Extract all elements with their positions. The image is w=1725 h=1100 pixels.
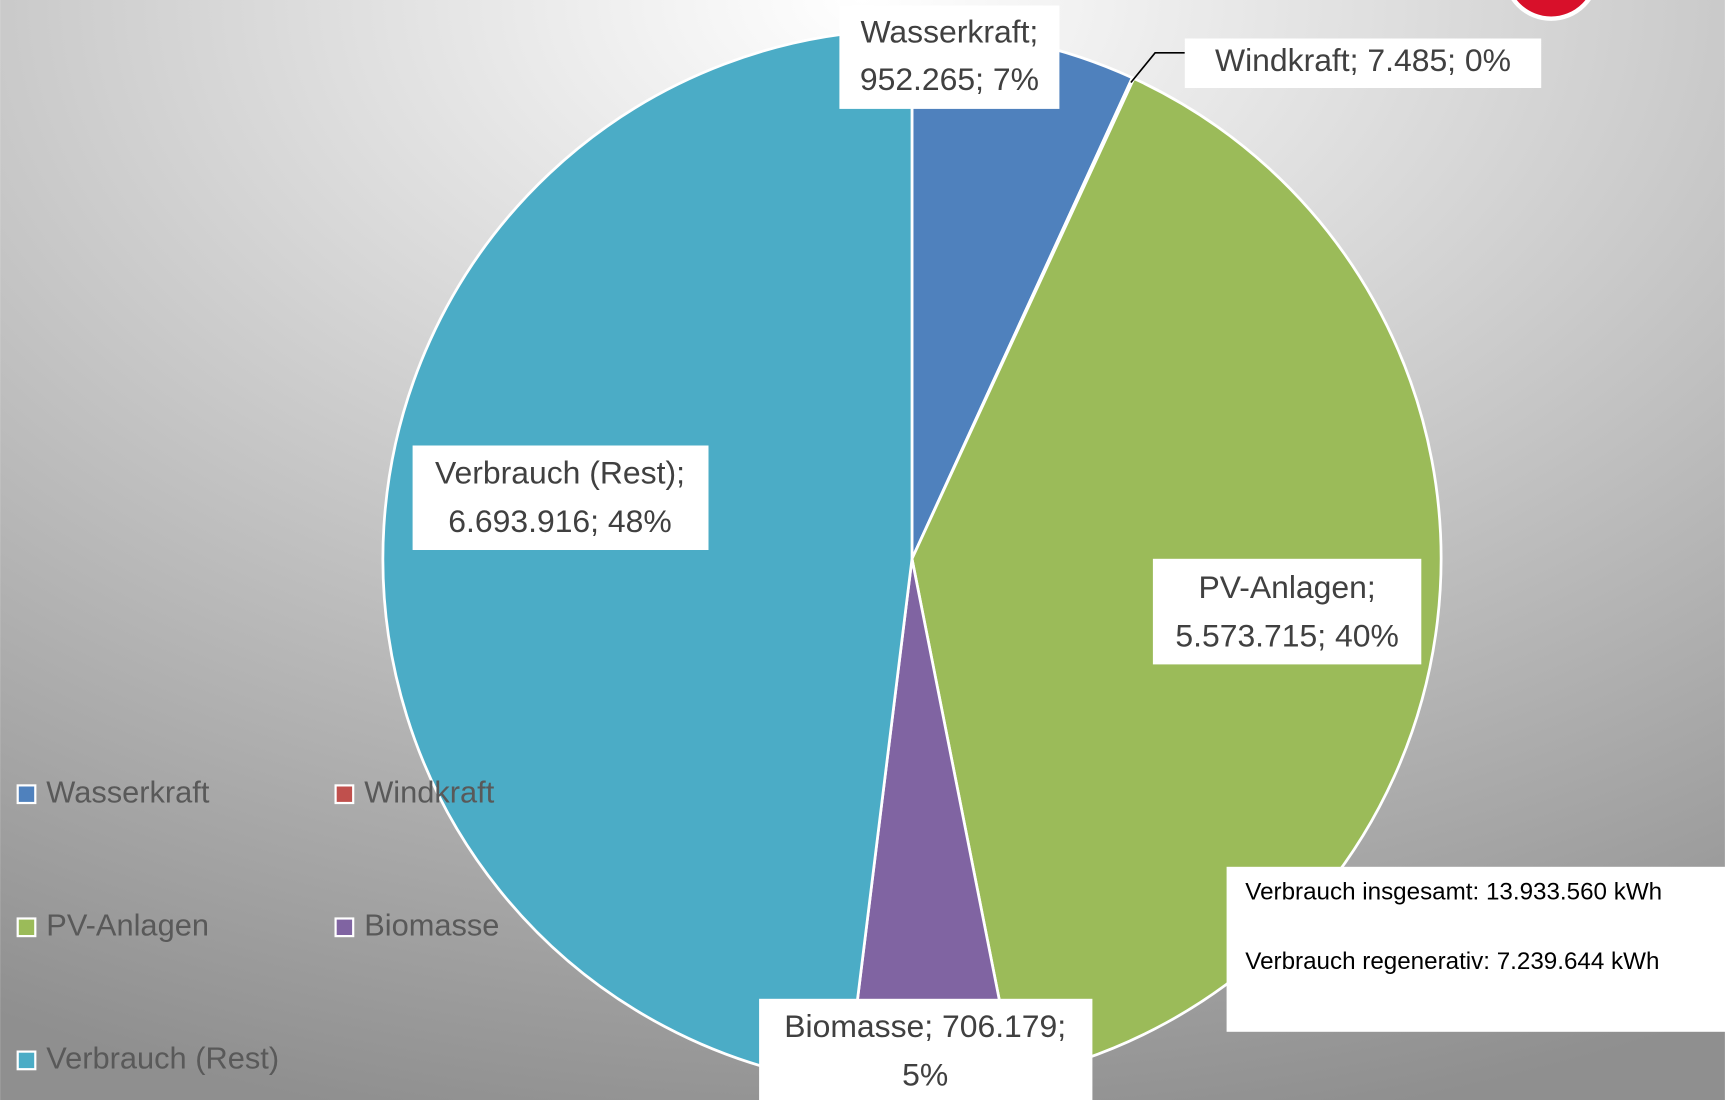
data-label: PV-Anlagen; xyxy=(1198,569,1375,605)
data-label: Verbrauch (Rest); xyxy=(435,455,685,491)
pie xyxy=(381,28,1443,1090)
legend-swatch xyxy=(334,784,355,805)
legend: Wasserkraft Windkraft PV-Anlagen Biomasse Ve… xyxy=(16,774,499,1076)
data-labels: Wasserkraft; 952.265; 7% Windkraft; 7.485;… xyxy=(412,5,1542,1100)
leader-line xyxy=(1130,51,1185,84)
legend-label: Verbrauch (Rest) xyxy=(46,1041,279,1076)
data-label: 6.693.916; 48% xyxy=(448,503,671,539)
legend-swatch xyxy=(16,784,37,805)
legend-label: PV-Anlagen xyxy=(46,907,209,942)
data-label: 952.265; 7% xyxy=(860,61,1039,97)
data-label: Windkraft; 7.485; 0% xyxy=(1215,42,1511,78)
logo xyxy=(1511,0,1591,21)
annotation: Verbrauch insgesamt: 13.933.560 kWh xyxy=(1245,879,1662,906)
label-box xyxy=(1152,558,1422,665)
legend-swatch xyxy=(16,1050,37,1071)
legend-label: Windkraft xyxy=(364,774,495,809)
data-label: 5% xyxy=(902,1056,948,1092)
legend-swatch xyxy=(334,917,355,938)
data-label: Wasserkraft; xyxy=(861,14,1039,50)
label-box xyxy=(412,445,709,550)
label-box xyxy=(1184,38,1542,88)
info-box xyxy=(1226,866,1725,1032)
pie-slice xyxy=(381,28,914,1086)
legend-label: Biomasse xyxy=(364,907,499,942)
legend-label: Wasserkraft xyxy=(46,774,210,809)
data-label: Biomasse; 706.179; xyxy=(784,1008,1066,1044)
legend-swatch xyxy=(16,917,37,938)
label-box xyxy=(839,5,1060,109)
annotation: Verbrauch regenerativ: 7.239.644 kWh xyxy=(1245,948,1659,975)
data-label: 5.573.715; 40% xyxy=(1175,617,1398,653)
label-box xyxy=(759,998,1093,1100)
